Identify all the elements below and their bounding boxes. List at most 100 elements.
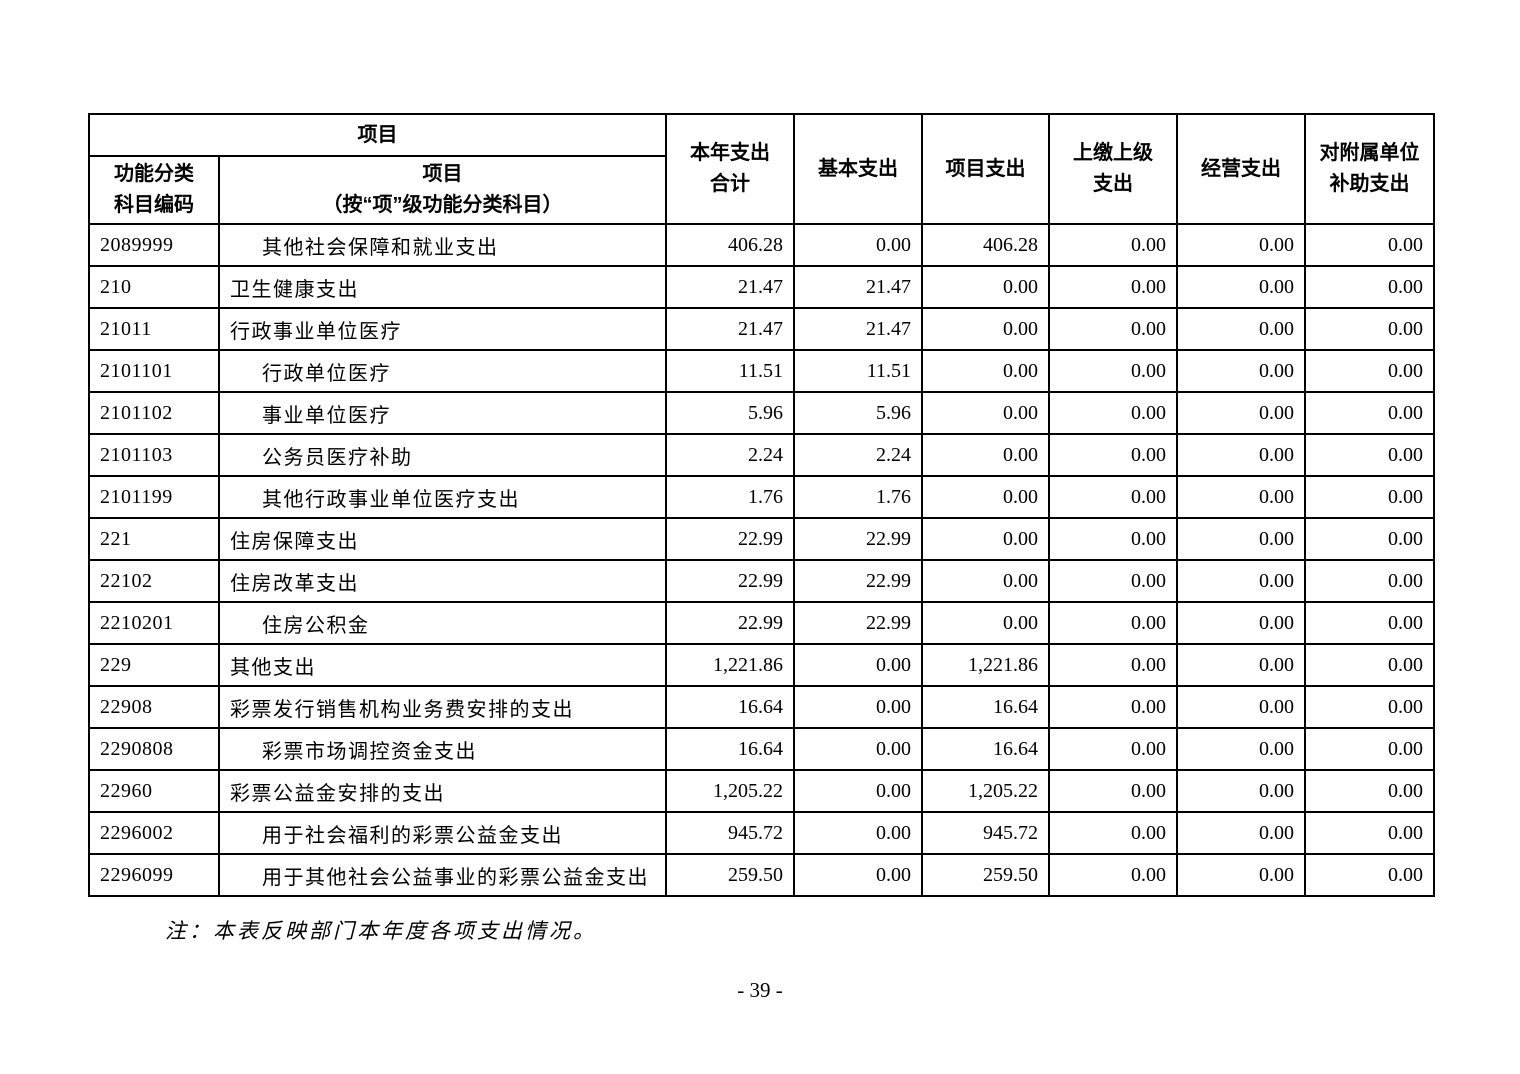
row-function-code: 210: [88, 265, 220, 309]
row-upper-level-expense: 0.00: [1048, 223, 1178, 267]
header-line: 合计: [710, 173, 750, 195]
row-operating-expense: 0.00: [1176, 811, 1306, 855]
row-annual-total: 1,205.22: [665, 769, 795, 813]
row-project-expense: 259.50: [921, 853, 1050, 897]
row-upper-level-expense: 0.00: [1048, 601, 1178, 645]
row-item-name: 其他行政事业单位医疗支出: [218, 475, 667, 519]
row-function-code: 2089999: [88, 223, 220, 267]
row-project-expense: 16.64: [921, 727, 1050, 771]
row-operating-expense: 0.00: [1176, 853, 1306, 897]
row-basic-expense: 1.76: [793, 475, 923, 519]
header-row-2: 功能分类 科目编码 项目 （按“项”级功能分类科目）: [88, 155, 1434, 225]
row-item-name: 用于社会福利的彩票公益金支出: [218, 811, 667, 855]
row-operating-expense: 0.00: [1176, 265, 1306, 309]
row-basic-expense: 22.99: [793, 559, 923, 603]
row-subsidy-expense: 0.00: [1304, 727, 1435, 771]
row-item-name: 彩票市场调控资金支出: [218, 727, 667, 771]
row-operating-expense: 0.00: [1176, 349, 1306, 393]
row-upper-level-expense: 0.00: [1048, 769, 1178, 813]
row-subsidy-expense: 0.00: [1304, 349, 1435, 393]
header-line: 科目编码: [114, 194, 194, 216]
row-item-name: 其他社会保障和就业支出: [218, 223, 667, 267]
row-operating-expense: 0.00: [1176, 559, 1306, 603]
row-upper-level-expense: 0.00: [1048, 307, 1178, 351]
row-upper-level-expense: 0.00: [1048, 517, 1178, 561]
row-upper-level-expense: 0.00: [1048, 391, 1178, 435]
header-line: 对附属单位: [1319, 142, 1420, 164]
table-row: 22960 彩票公益金安排的支出 1,205.22 0.00 1,205.22 …: [88, 769, 1435, 813]
row-basic-expense: 0.00: [793, 223, 923, 267]
row-function-code: 221: [88, 517, 220, 561]
table-row: 221 住房保障支出 22.99 22.99 0.00 0.00 0.00 0.…: [88, 517, 1435, 561]
row-annual-total: 16.64: [665, 727, 795, 771]
row-annual-total: 16.64: [665, 685, 795, 729]
row-annual-total: 21.47: [665, 307, 795, 351]
row-subsidy-expense: 0.00: [1304, 433, 1435, 477]
row-annual-total: 5.96: [665, 391, 795, 435]
row-item-name: 卫生健康支出: [218, 265, 667, 309]
header-col-subsidy: 对附属单位 补助支出: [1304, 113, 1435, 225]
row-annual-total: 259.50: [665, 853, 795, 897]
row-project-expense: 0.00: [921, 349, 1050, 393]
row-basic-expense: 0.00: [793, 685, 923, 729]
row-project-expense: 1,205.22: [921, 769, 1050, 813]
row-subsidy-expense: 0.00: [1304, 853, 1435, 897]
row-function-code: 2101199: [88, 475, 220, 519]
row-item-name: 公务员医疗补助: [218, 433, 667, 477]
row-operating-expense: 0.00: [1176, 223, 1306, 267]
header-line: 项目: [422, 163, 463, 185]
header-col-project: 项目支出: [921, 113, 1050, 225]
row-basic-expense: 11.51: [793, 349, 923, 393]
row-subsidy-expense: 0.00: [1304, 517, 1435, 561]
row-function-code: 22908: [88, 685, 220, 729]
header-line: 本年支出: [690, 142, 770, 164]
row-upper-level-expense: 0.00: [1048, 349, 1178, 393]
header-row-1: 项目 本年支出 合计 基本支出 项目支出 上缴上级 支出 经营支出 对附属单位 …: [88, 113, 1435, 225]
row-project-expense: 406.28: [921, 223, 1050, 267]
row-project-expense: 16.64: [921, 685, 1050, 729]
table-note: 注：本表反映部门本年度各项支出情况。: [165, 919, 597, 943]
header-col-annual-total: 本年支出 合计: [665, 113, 795, 225]
row-upper-level-expense: 0.00: [1048, 559, 1178, 603]
row-subsidy-expense: 0.00: [1304, 769, 1435, 813]
row-subsidy-expense: 0.00: [1304, 223, 1435, 267]
table-row: 2089999 其他社会保障和就业支出 406.28 0.00 406.28 0…: [88, 223, 1435, 267]
row-upper-level-expense: 0.00: [1048, 685, 1178, 729]
row-function-code: 2101102: [88, 391, 220, 435]
table-row: 2101199 其他行政事业单位医疗支出 1.76 1.76 0.00 0.00…: [88, 475, 1435, 519]
row-operating-expense: 0.00: [1176, 643, 1306, 687]
row-upper-level-expense: 0.00: [1048, 811, 1178, 855]
row-basic-expense: 5.96: [793, 391, 923, 435]
row-item-name: 其他支出: [218, 643, 667, 687]
row-function-code: 2101101: [88, 349, 220, 393]
row-item-name: 事业单位医疗: [218, 391, 667, 435]
header-col-upper-level: 上缴上级 支出: [1048, 113, 1178, 225]
row-subsidy-expense: 0.00: [1304, 391, 1435, 435]
header-line: 补助支出: [1329, 173, 1410, 195]
header-col-operating: 经营支出: [1176, 113, 1306, 225]
header-line: 支出: [1093, 173, 1133, 195]
row-annual-total: 21.47: [665, 265, 795, 309]
row-item-name: 彩票发行销售机构业务费安排的支出: [218, 685, 667, 729]
row-item-name: 住房改革支出: [218, 559, 667, 603]
row-function-code: 229: [88, 643, 220, 687]
row-subsidy-expense: 0.00: [1304, 265, 1435, 309]
row-subsidy-expense: 0.00: [1304, 559, 1435, 603]
row-function-code: 2296099: [88, 853, 220, 897]
row-subsidy-expense: 0.00: [1304, 601, 1435, 645]
row-item-name: 住房保障支出: [218, 517, 667, 561]
row-item-name: 彩票公益金安排的支出: [218, 769, 667, 813]
table-row: 2101101 行政单位医疗 11.51 11.51 0.00 0.00 0.0…: [88, 349, 1435, 393]
row-basic-expense: 2.24: [793, 433, 923, 477]
row-project-expense: 0.00: [921, 265, 1050, 309]
table-row: 229 其他支出 1,221.86 0.00 1,221.86 0.00 0.0…: [88, 643, 1435, 687]
row-subsidy-expense: 0.00: [1304, 475, 1435, 519]
row-annual-total: 22.99: [665, 517, 795, 561]
table-row: 2101103 公务员医疗补助 2.24 2.24 0.00 0.00 0.00…: [88, 433, 1435, 477]
row-basic-expense: 0.00: [793, 811, 923, 855]
table-row: 2101102 事业单位医疗 5.96 5.96 0.00 0.00 0.00 …: [88, 391, 1435, 435]
row-project-expense: 0.00: [921, 517, 1050, 561]
row-function-code: 22960: [88, 769, 220, 813]
row-operating-expense: 0.00: [1176, 307, 1306, 351]
